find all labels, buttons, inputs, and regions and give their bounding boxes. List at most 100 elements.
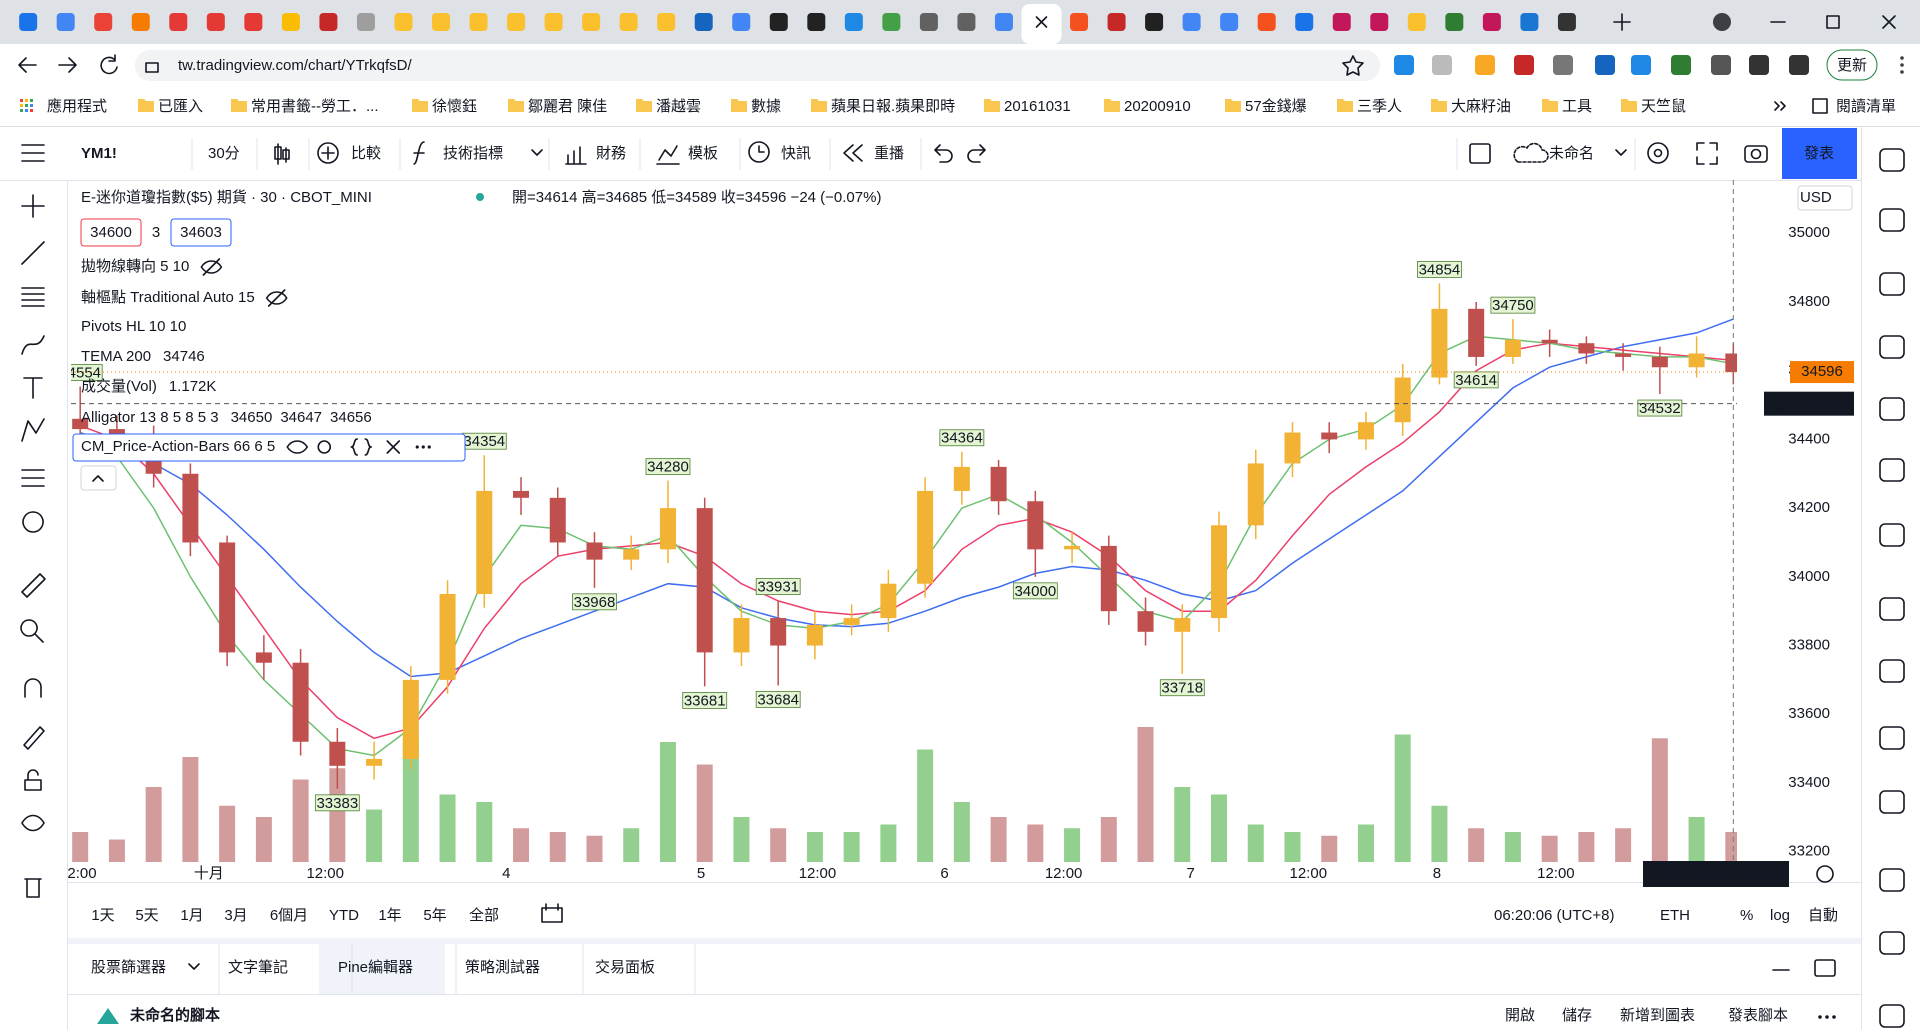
tab-favicon[interactable] — [957, 13, 976, 31]
tab-search[interactable] — [1713, 13, 1731, 31]
tab-favicon[interactable] — [1482, 13, 1501, 31]
bookmark[interactable]: 已匯入 — [158, 98, 203, 115]
tab-favicon[interactable] — [1520, 13, 1539, 31]
bookmark[interactable]: 徐懷鈺 — [432, 97, 477, 115]
extension-icon[interactable] — [1394, 55, 1414, 75]
drawing-tool[interactable] — [21, 418, 45, 442]
tab-favicon[interactable] — [1332, 13, 1351, 31]
tab-favicon[interactable] — [281, 13, 300, 31]
alerts[interactable]: 快訊 — [781, 145, 811, 162]
tab-favicon[interactable] — [1182, 13, 1201, 31]
bookmark[interactable]: 天竺鼠 — [1641, 98, 1686, 115]
tab-favicon[interactable] — [919, 13, 938, 31]
active-tab[interactable] — [1021, 4, 1062, 44]
panel-tab[interactable]: 股票篩選器 — [91, 958, 166, 976]
source[interactable] — [350, 438, 373, 456]
tab-favicon[interactable] — [1407, 13, 1426, 31]
range-button[interactable]: 1年 — [378, 907, 401, 924]
indicator-name[interactable]: CM_Price-Action-Bars 66 6 5 — [81, 438, 275, 455]
drawing-tool[interactable] — [21, 287, 45, 307]
tab-favicon[interactable] — [507, 13, 526, 31]
tab-favicon[interactable] — [206, 13, 225, 31]
script-action[interactable]: 新增到圖表 — [1620, 1007, 1695, 1024]
tab-favicon[interactable] — [244, 13, 263, 31]
tab-favicon[interactable] — [544, 13, 563, 31]
tab-favicon[interactable] — [694, 13, 713, 31]
indicators[interactable]: 技術指標 — [443, 145, 503, 162]
drawing-tool[interactable] — [21, 335, 45, 355]
bookmark[interactable]: 應用程式 — [47, 97, 107, 115]
indicator-name[interactable]: 成交量(Vol) — [81, 377, 157, 395]
sidebar-button[interactable] — [1879, 790, 1905, 814]
range-button[interactable]: 3月 — [224, 907, 247, 924]
tab-favicon[interactable] — [1557, 13, 1576, 31]
sidebar-button[interactable] — [1879, 868, 1905, 892]
financials[interactable]: 財務 — [596, 145, 626, 162]
sidebar-button[interactable] — [1879, 397, 1905, 421]
drawing-tool[interactable] — [20, 619, 44, 643]
sidebar-button[interactable] — [1879, 335, 1905, 359]
eye[interactable] — [286, 440, 309, 454]
extension-icon[interactable] — [1749, 55, 1769, 75]
update-button[interactable] — [1826, 49, 1878, 81]
range-button[interactable]: 1天 — [91, 907, 114, 924]
symbol[interactable]: YM1! — [81, 145, 117, 162]
bookmark[interactable]: 20161031 — [1004, 98, 1071, 115]
tab-favicon[interactable] — [1257, 13, 1276, 31]
tab-favicon[interactable] — [1370, 13, 1389, 31]
extension-icon[interactable] — [1475, 55, 1495, 75]
drawing-tool[interactable] — [21, 469, 45, 487]
drawing-tool[interactable] — [24, 769, 42, 791]
sidebar-button[interactable] — [1879, 458, 1905, 482]
interval[interactable]: 30分 — [208, 145, 240, 162]
sidebar-button[interactable] — [1879, 659, 1905, 683]
tab-favicon[interactable] — [319, 13, 338, 31]
extension-icon[interactable] — [1595, 55, 1615, 75]
range-button[interactable]: YTD — [329, 907, 359, 924]
tab-favicon[interactable] — [19, 13, 38, 31]
bookmark[interactable]: 20200910 — [1124, 98, 1191, 115]
indicator-name[interactable]: Pivots HL 10 10 — [81, 318, 186, 335]
extension-icon[interactable] — [1789, 55, 1809, 75]
sidebar-button[interactable] — [1879, 597, 1905, 621]
range-button[interactable]: 全部 — [469, 906, 499, 924]
script-action[interactable]: 儲存 — [1562, 1007, 1592, 1024]
script-action[interactable]: 發表腳本 — [1728, 1007, 1788, 1024]
bid-box[interactable] — [80, 218, 142, 247]
ask-box[interactable] — [170, 218, 232, 247]
tab-favicon[interactable] — [56, 13, 75, 31]
tab-favicon[interactable] — [882, 13, 901, 31]
tab-favicon[interactable] — [356, 13, 375, 31]
publish-label[interactable]: 發表 — [1804, 145, 1834, 162]
range-button[interactable]: 1月 — [180, 907, 203, 924]
bookmark[interactable]: 工具 — [1562, 98, 1592, 115]
bookmark[interactable]: 潘越雲 — [656, 98, 701, 115]
tab-favicon[interactable] — [732, 13, 751, 31]
percent-toggle[interactable]: % — [1740, 907, 1753, 924]
layout-name[interactable]: 未命名 — [1549, 144, 1594, 162]
active-panel-tab[interactable] — [319, 944, 445, 994]
tab-favicon[interactable] — [1295, 13, 1314, 31]
indicator-name[interactable]: 軸樞點 Traditional Auto 15 — [81, 289, 255, 306]
compare[interactable]: 比較 — [351, 144, 381, 162]
extension-icon[interactable] — [1514, 55, 1534, 75]
drawing-tool[interactable] — [21, 573, 46, 598]
extension-icon[interactable] — [1671, 55, 1691, 75]
session[interactable]: ETH — [1660, 907, 1690, 924]
indicator-name[interactable]: Alligator 13 8 5 8 5 3 — [81, 409, 219, 426]
extension-icon[interactable] — [1432, 55, 1452, 75]
bookmark[interactable]: 鄒麗君 陳佳 — [528, 98, 607, 115]
panel-tab[interactable]: 策略測試器 — [465, 959, 540, 976]
drawing-tool[interactable] — [23, 377, 43, 399]
sidebar-button[interactable] — [1879, 931, 1905, 955]
replay[interactable]: 重播 — [874, 145, 904, 162]
extension-icon[interactable] — [1553, 55, 1573, 75]
sidebar-button[interactable] — [1879, 148, 1905, 172]
add-alert[interactable] — [1772, 395, 1788, 412]
tab-favicon[interactable] — [432, 13, 451, 31]
publish-button[interactable] — [1782, 128, 1857, 179]
extension-icon[interactable] — [1631, 55, 1651, 75]
collapse-legend[interactable] — [80, 465, 117, 491]
range-button[interactable]: 5天 — [135, 907, 158, 924]
tab-favicon[interactable] — [469, 13, 488, 31]
